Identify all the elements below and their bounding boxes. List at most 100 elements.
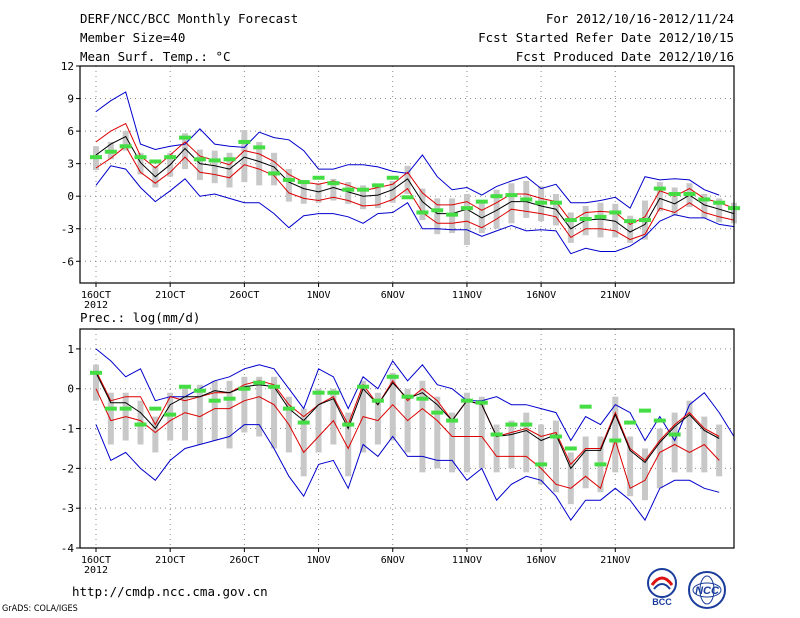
temp-ensemble-bar — [256, 141, 263, 186]
prec-obs-marker — [327, 390, 340, 395]
temp-ensemble-bar — [508, 183, 515, 224]
prec-obs-marker — [164, 412, 177, 417]
temp-obs-marker — [164, 155, 177, 160]
temp-obs-marker — [713, 200, 726, 205]
temp-ensemble-bar — [182, 133, 189, 170]
temp-ensemble-bar — [315, 183, 322, 203]
temp-lower-line — [95, 145, 735, 241]
prec-ensemble-bar — [493, 424, 500, 473]
temp-ensemble-bar — [122, 131, 129, 151]
prec-obs-marker — [460, 398, 473, 403]
temp-ensemble-bar — [330, 178, 337, 201]
temp-frame — [79, 65, 735, 284]
prec-xtick-label: 11NOV — [452, 555, 482, 566]
member-size: Member Size=40 — [80, 30, 186, 45]
temp-min-line — [95, 165, 735, 255]
temp-obs-marker — [179, 135, 192, 140]
prec-obs-marker — [579, 404, 592, 409]
temp-obs-marker — [134, 155, 147, 160]
forecast-period: For 2012/10/16-2012/11/24 — [545, 11, 734, 26]
temp-max-line — [95, 91, 720, 209]
prec-ytick-label: -3 — [61, 502, 74, 515]
bcc-logo-text: BCC — [652, 597, 672, 607]
prec-ensemble-bar — [463, 392, 470, 473]
prec-ensemble-bar — [508, 420, 515, 469]
prec-obs-marker — [564, 446, 577, 451]
temp-obs-marker — [90, 155, 102, 160]
prec-obs-marker — [134, 422, 147, 427]
temp-xtick-label: 21OCT — [155, 290, 185, 301]
temp-obs-marker — [401, 195, 414, 200]
temp-ensemble-bar — [374, 185, 381, 209]
temp-obs-marker — [638, 218, 651, 223]
temp-ensemble-bar — [211, 150, 218, 184]
prec-obs-marker — [104, 406, 117, 411]
prec-panel: -4 -3 -2 -1 0 1 16OCT 21OCT 26OCT 1NOV 6NOV 11NOV 16… — [61, 328, 735, 576]
prec-ensemble-bar — [345, 412, 352, 477]
prec-xtick-label: 6NOV — [381, 555, 405, 566]
temp-ensemble-bar — [701, 194, 708, 218]
temp-obs-marker — [149, 159, 162, 164]
temp-ensemble-bar — [656, 182, 663, 212]
temp-obs-marker — [357, 187, 370, 192]
prec-ytick-label: -2 — [61, 462, 74, 475]
temp-obs-marker — [460, 206, 473, 211]
prec-obs-marker — [386, 374, 399, 379]
ncc-logo-text: NCC — [695, 585, 720, 597]
temp-ensemble-bar — [241, 130, 248, 183]
temp-xtick-label: 16OCT — [81, 290, 111, 301]
temp-ensemble-bar — [627, 215, 634, 243]
temp-obs-marker — [698, 197, 711, 202]
prec-obs-marker — [549, 434, 562, 439]
prec-ensemble-bar — [612, 396, 619, 473]
temp-obs-marker — [490, 194, 503, 199]
prec-ensemble-bar — [478, 396, 485, 469]
prec-obs-marker — [371, 398, 384, 403]
prec-obs-marker — [431, 410, 444, 415]
bcc-logo: BCC — [647, 568, 677, 607]
temp-obs-marker — [193, 157, 206, 162]
temp-obs-marker — [668, 192, 681, 197]
temp-xtick-label: 16NOV — [526, 290, 556, 301]
prec-ensemble-bar — [449, 412, 456, 473]
prec-ensemble-bar — [211, 380, 218, 441]
grads-credit: GrADS: COLA/IGES — [2, 604, 78, 614]
temp-obs-marker — [475, 199, 488, 204]
prec-obs-marker — [357, 384, 370, 389]
prec-obs-marker — [446, 418, 459, 423]
prec-obs-marker — [193, 388, 206, 393]
prec-mean-line — [95, 372, 720, 470]
temp-panel: -6 -3 0 3 6 9 12 16OCT 21OCT 26OCT 1NOV 6NOV 11NOV 16… — [61, 60, 740, 311]
prec-xtick-label: 16OCT — [81, 555, 111, 566]
temp-ensemble-bar — [612, 203, 619, 238]
temp-obs-marker — [549, 200, 562, 205]
prec-frame — [79, 328, 735, 549]
temp-ytick-label: -6 — [61, 255, 74, 268]
temp-year-label: 2012 — [84, 300, 108, 311]
prec-ensemble-bar — [93, 364, 99, 401]
prec-obs-marker — [490, 432, 503, 437]
prec-obs-marker — [594, 462, 607, 467]
prec-ensemble-bar — [389, 372, 396, 441]
temp-obs-marker — [505, 193, 518, 198]
temp-ensemble-bar — [196, 149, 203, 180]
prec-obs-marker — [624, 420, 637, 425]
prec-ensemble-bar — [256, 376, 263, 437]
prec-ensemble-bar — [300, 408, 307, 477]
prec-obs-marker — [668, 432, 681, 437]
prec-ensemble-bar — [538, 424, 545, 485]
temp-upper-line — [95, 122, 735, 225]
source-url[interactable]: http://cmdp.ncc.cma.gov.cn — [72, 584, 268, 599]
prec-obs-marker — [149, 406, 162, 411]
prec-xtick-label: 1NOV — [307, 555, 331, 566]
temp-obs-marker — [535, 200, 548, 205]
prec-ensemble-bar — [196, 384, 203, 445]
prec-year-label: 2012 — [84, 565, 108, 576]
prec-xtick-label: 26OCT — [229, 555, 259, 566]
prec-ensemble-bar — [107, 392, 114, 445]
prec-ytick-label: 1 — [67, 343, 74, 356]
prec-ensemble-bar — [152, 416, 159, 453]
prec-obs-marker — [223, 396, 236, 401]
temp-obs-marker — [119, 144, 132, 149]
prec-ensemble-bar — [226, 380, 233, 449]
